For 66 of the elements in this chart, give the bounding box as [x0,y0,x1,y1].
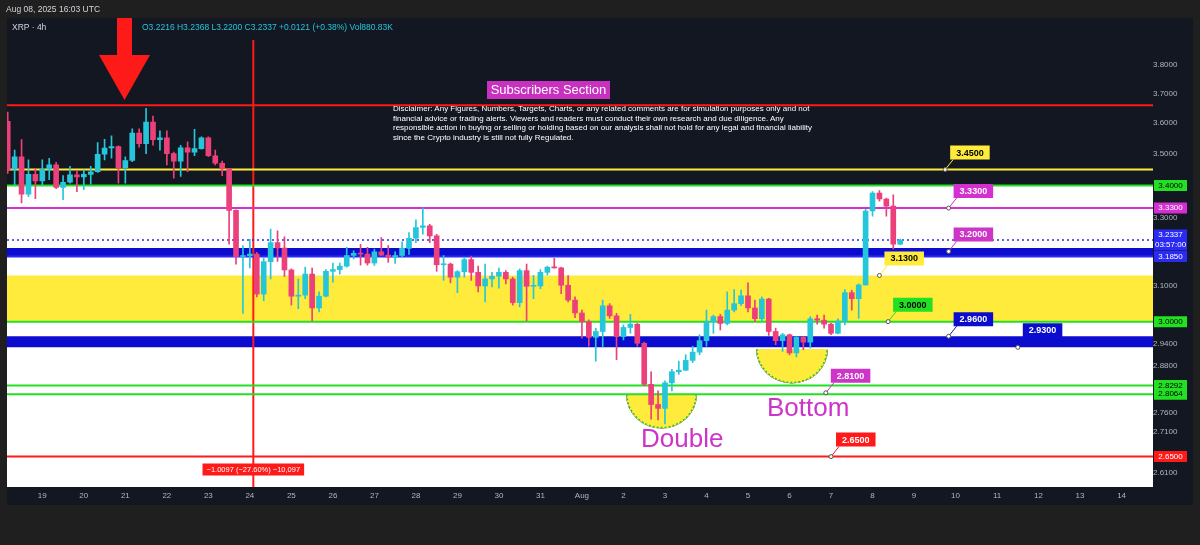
annotation: 3.0000 [899,299,927,310]
candlestick [295,278,302,309]
x-tick-label: 7 [828,491,834,500]
x-tick-label: 25 [286,491,297,500]
ref-line-label: 3.4000 [1158,180,1184,190]
y-tick-label: 3.1000 [1153,281,1179,291]
x-tick-label: 10 [951,491,961,500]
text: Aug 08, 2025 16:03 UTC [6,4,101,14]
ref-line-label: 2.8292 [1158,380,1184,390]
annotation: 2.6500 [842,434,870,445]
annotation: Bottom [767,392,850,422]
x-tick-label: 2 [621,491,627,500]
candlestick [385,245,392,263]
x-tick-label: 21 [120,491,131,500]
ref-line-label: 2.6500 [1158,451,1184,461]
y-tick-label: 2.7100 [1153,427,1179,437]
x-tick-label: 9 [911,491,917,500]
x-tick-label: 23 [203,491,214,500]
annotation: Subscribers Section [487,81,610,99]
annotation: 2.9300 [1028,325,1057,336]
x-tick-label: 27 [369,491,380,500]
x-tick-label: 12 [1034,491,1044,500]
x-tick-label: 3 [662,491,668,500]
ref-line-label: 2.8064 [1158,389,1184,399]
annotation: Double [641,423,724,453]
annotation: 2.9600 [959,314,988,325]
annotation: 2.8100 [836,370,865,381]
ref-line-label: 3.1850 [1158,251,1184,261]
x-tick-label: 30 [494,491,504,500]
y-tick-label: 3.6000 [1153,118,1179,128]
x-tick-label: 22 [162,491,172,500]
x-tick-label: Aug [574,491,590,500]
ref-line-label: 3.0000 [1158,316,1184,326]
annotation: Disclaimer: Any Figures, Numbers, Targets, Charts, or any related comments are for simulation purposes only and not financial advice or trading alerts. Viewers and readers must conduct their own research and due diligence. Any responsible action in buying or selling or holding based on our analysis shall not hold for any legal and financial liability since the Crypto industry is still not fully Regulated. [393,104,813,142]
x-tick-label: 11 [992,491,1002,500]
chart-subtitle: O3.2216 H3.2368 L3.2200 C3.2337 +0.0121 (+0.38%) Vol880.83K [142,22,393,32]
chart-title: XRP · 4h [12,22,47,32]
x-tick-label: 24 [245,491,255,500]
annotation: 3.3300 [959,186,988,197]
x-tick-label: 29 [452,491,463,500]
ref-line-label: 3.2337 03:57:00 [1154,230,1187,250]
ref-line-label: 3.3300 [1158,203,1184,213]
candlestick [378,237,385,256]
x-tick-label: 26 [328,491,338,500]
x-tick-label: 28 [411,491,421,500]
candlestick [482,263,488,303]
x-tick-label: 4 [704,491,710,500]
x-tick-label: 19 [37,491,48,500]
y-tick-label: 2.7600 [1153,407,1179,417]
x-tick-label: 6 [787,491,793,500]
x-tick-label: 13 [1075,491,1086,500]
y-tick-label: 2.9400 [1153,338,1179,348]
x-tick-label: 31 [535,491,546,500]
y-tick-label: 2.6100 [1153,468,1179,478]
annotation: 3.1300 [890,253,918,264]
y-tick-label: 3.5000 [1153,149,1179,159]
annotation: 3.4500 [956,147,984,158]
y-tick-label: 3.3000 [1153,213,1179,223]
y-tick-label: 3.7000 [1153,88,1179,98]
x-tick-label: 20 [79,491,89,500]
annotation: 3.2000 [959,229,988,240]
x-tick-label: 14 [1117,491,1127,500]
y-tick-label: 2.8800 [1153,361,1179,371]
y-tick-label: 3.8000 [1153,59,1179,69]
x-tick-label: 8 [870,491,876,500]
x-tick-label: 5 [745,491,751,500]
